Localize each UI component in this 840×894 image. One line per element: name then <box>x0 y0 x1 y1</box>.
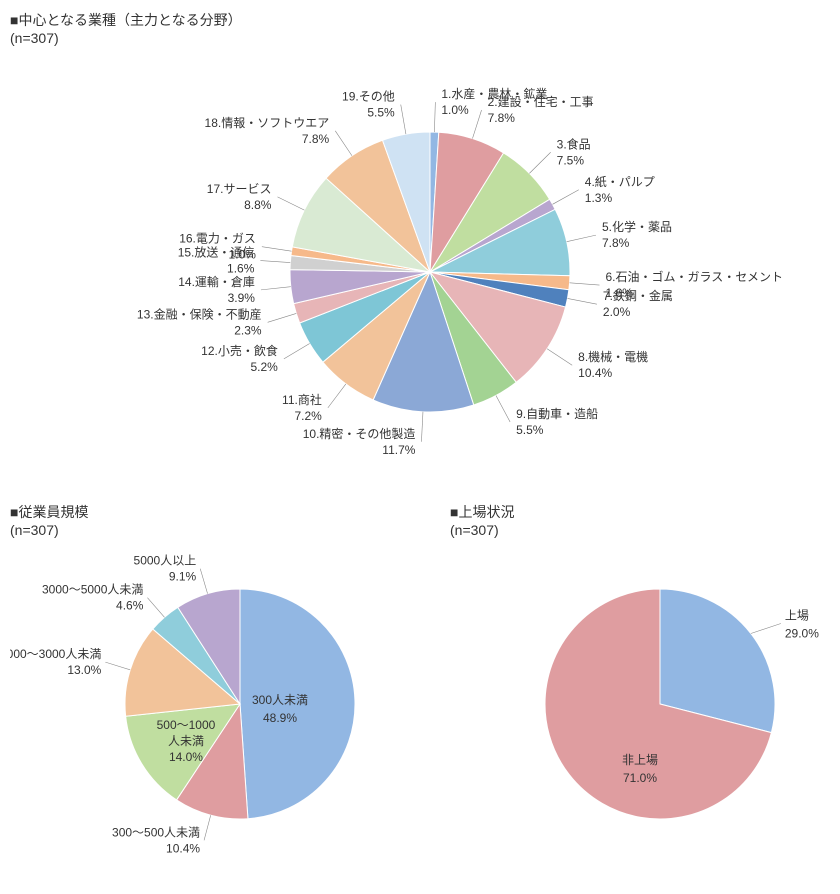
chart-label: 13.金融・保険・不動産 <box>137 306 262 321</box>
chart-label: 3000～5000人未満 <box>42 583 143 597</box>
chart-label: 7.8% <box>602 236 630 250</box>
chart-label: 11.7% <box>382 443 415 457</box>
chart-label: 1.0% <box>229 248 257 262</box>
chart-label: 5.5% <box>516 423 544 437</box>
chart-label: 48.9% <box>263 711 297 725</box>
chart-label: 19.その他 <box>342 90 395 104</box>
chart-label: 500～1000 <box>157 718 216 732</box>
chart-label: 1000～3000人未満 <box>10 647 101 661</box>
chart-label: 人未満 <box>168 734 204 748</box>
chart-label: 10.4% <box>578 366 612 380</box>
employees-subtitle: (n=307) <box>10 522 450 538</box>
chart-label: 5000人以上 <box>134 554 197 568</box>
chart-label: 10.精密・その他製造 <box>303 426 416 441</box>
chart-label: 8.8% <box>244 198 272 212</box>
chart-label: 9.1% <box>169 570 197 584</box>
chart-label: 11.商社 <box>282 392 322 407</box>
chart-label: 4.6% <box>116 599 144 613</box>
chart-label: 7.8% <box>488 111 516 125</box>
industry-chart: ■中心となる業種（主力となる分野） (n=307) 1.水産・農林・鉱業1.0%… <box>10 10 830 492</box>
chart-label: 7.2% <box>294 409 322 423</box>
employees-pie: 300人未満 48.9% 300～500人未満 10.4% 500～1000 人未満 14.… <box>10 544 450 884</box>
chart-label: 18.情報・ソフトウエア <box>205 116 330 130</box>
chart-label: 5.2% <box>250 360 278 374</box>
chart-label: 14.運輸・倉庫 <box>178 274 255 289</box>
chart-label: 1.6% <box>227 262 255 276</box>
employees-title: ■従業員規模 <box>10 502 450 522</box>
chart-label: 1.3% <box>585 191 613 205</box>
chart-label: 300～500人未満 <box>112 825 200 839</box>
chart-label: 16.電力・ガス <box>179 232 256 246</box>
employees-chart: ■従業員規模 (n=307) 300人未満 48.9% 300～500人未満 10.4… <box>10 502 450 884</box>
chart-label: 29.0% <box>785 627 819 641</box>
chart-label: 12.小売・飲食 <box>201 343 278 358</box>
chart-label: 7.鉄鋼・金属 <box>603 288 673 303</box>
chart-label: 14.0% <box>169 750 203 764</box>
chart-label: 7.5% <box>557 153 585 167</box>
chart-label: 17.サービス <box>207 182 272 196</box>
chart-label: 9.自動車・造船 <box>516 407 598 421</box>
chart-label: 2.建設・住宅・工事 <box>488 94 594 109</box>
industry-subtitle: (n=307) <box>10 30 830 46</box>
chart-label: 13.0% <box>67 663 101 677</box>
chart-label: 4.紙・パルプ <box>585 174 655 189</box>
chart-label: 上場 <box>785 609 809 623</box>
listing-chart: ■上場状況 (n=307) 上場 29.0% 非上場 71.0% <box>450 502 830 884</box>
chart-label: 71.0% <box>623 771 657 785</box>
listing-subtitle: (n=307) <box>450 522 830 538</box>
chart-label: 7.8% <box>302 132 330 146</box>
chart-label: 1.0% <box>441 103 469 117</box>
chart-label: 5.5% <box>367 106 395 120</box>
industry-title: ■中心となる業種（主力となる分野） <box>10 10 830 30</box>
chart-label: 非上場 <box>622 753 658 767</box>
chart-label: 5.化学・薬品 <box>602 219 672 234</box>
listing-title: ■上場状況 <box>450 502 830 522</box>
listing-pie: 上場 29.0% 非上場 71.0% <box>450 544 830 884</box>
industry-pie: 1.水産・農林・鉱業1.0%2.建設・住宅・工事7.8%3.食品7.5%4.紙・… <box>10 52 830 492</box>
chart-label: 10.4% <box>166 841 200 855</box>
chart-label: 2.3% <box>234 323 262 337</box>
chart-label: 2.0% <box>603 305 631 319</box>
chart-label: 3.食品 <box>557 136 591 151</box>
chart-label: 6.石油・ゴム・ガラス・セメント <box>605 269 783 284</box>
chart-label: 300人未満 <box>252 693 308 707</box>
chart-label: 3.9% <box>228 291 256 305</box>
chart-label: 8.機械・電機 <box>578 349 648 364</box>
